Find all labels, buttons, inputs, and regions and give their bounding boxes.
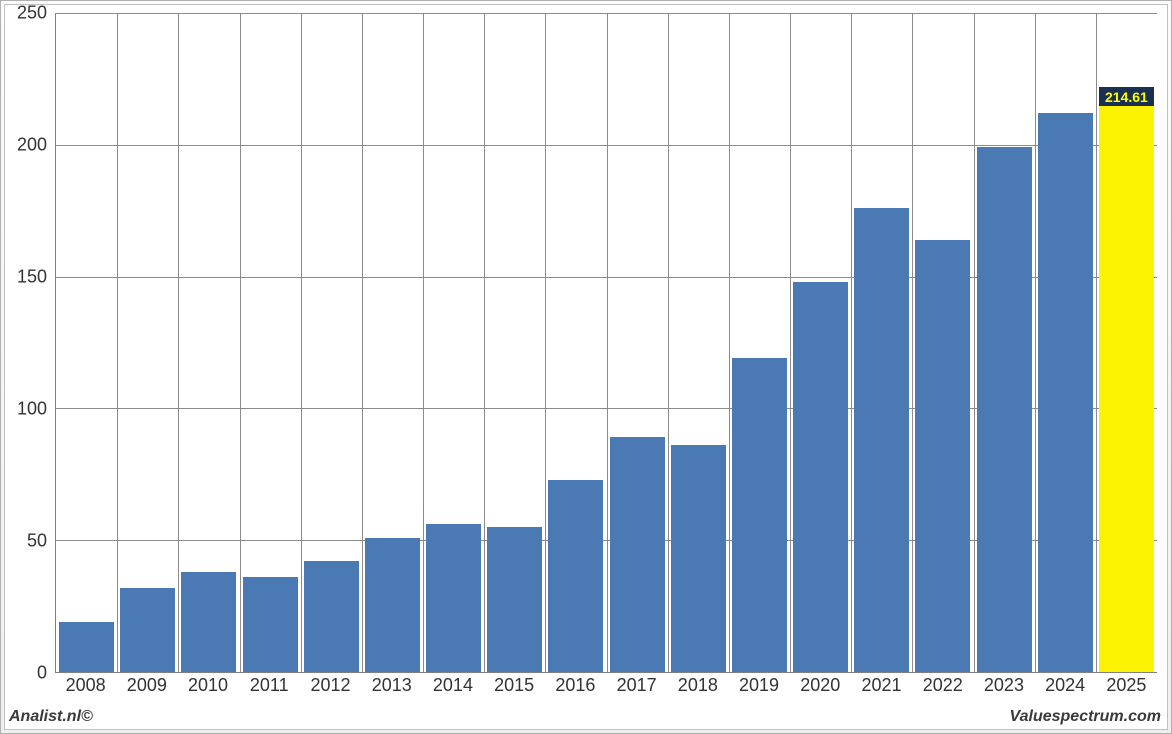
bar-2015 bbox=[487, 527, 542, 672]
bar-2012 bbox=[304, 561, 359, 672]
bar-2025: 214.61 bbox=[1099, 106, 1154, 672]
xtick: 2009 bbox=[127, 675, 167, 696]
xtick: 2017 bbox=[617, 675, 657, 696]
bar-2014 bbox=[426, 524, 481, 672]
xtick: 2020 bbox=[800, 675, 840, 696]
bar-2011 bbox=[243, 577, 298, 672]
bar-2018 bbox=[671, 445, 726, 672]
ytick: 150 bbox=[17, 267, 47, 288]
xtick: 2023 bbox=[984, 675, 1024, 696]
bar-2008 bbox=[59, 622, 114, 672]
bar-2019 bbox=[732, 358, 787, 672]
ytick: 100 bbox=[17, 399, 47, 420]
xtick: 2022 bbox=[923, 675, 963, 696]
bar-2010 bbox=[181, 572, 236, 672]
credit-left: Analist.nl© bbox=[9, 708, 93, 726]
xtick: 2014 bbox=[433, 675, 473, 696]
xtick: 2024 bbox=[1045, 675, 1085, 696]
bar-2013 bbox=[365, 538, 420, 672]
bar-2021 bbox=[854, 208, 909, 672]
x-axis: 2008 2009 2010 2011 2012 2013 2014 2015 2016 2017… bbox=[55, 675, 1157, 701]
bar-2024 bbox=[1038, 113, 1093, 672]
xtick: 2012 bbox=[310, 675, 350, 696]
bar-2017 bbox=[610, 437, 665, 672]
ytick: 50 bbox=[27, 531, 47, 552]
bar-2023 bbox=[977, 147, 1032, 672]
bar-2020 bbox=[793, 282, 848, 672]
ytick: 250 bbox=[17, 3, 47, 24]
xtick: 2008 bbox=[66, 675, 106, 696]
xtick: 2011 bbox=[250, 675, 289, 696]
bar-2016 bbox=[548, 480, 603, 672]
xtick: 2021 bbox=[861, 675, 901, 696]
bar-2022 bbox=[915, 240, 970, 672]
bar-2009 bbox=[120, 588, 175, 672]
ytick: 0 bbox=[37, 663, 47, 684]
plot-area: 214.61 bbox=[55, 13, 1157, 673]
bars-layer: 214.61 bbox=[56, 13, 1157, 672]
xtick: 2015 bbox=[494, 675, 534, 696]
credit-right: Valuespectrum.com bbox=[1010, 708, 1161, 726]
xtick: 2010 bbox=[188, 675, 228, 696]
chart-frame: 050100150200250 214.61 20082009201020112… bbox=[0, 0, 1172, 734]
y-axis: 050100150200250 bbox=[5, 13, 53, 673]
chart-inner: 050100150200250 214.61 20082009201020112… bbox=[4, 4, 1168, 730]
xtick: 2019 bbox=[739, 675, 779, 696]
ytick: 200 bbox=[17, 135, 47, 156]
xtick: 2016 bbox=[555, 675, 595, 696]
xtick: 2013 bbox=[372, 675, 412, 696]
xtick: 2018 bbox=[678, 675, 718, 696]
bar-value-label: 214.61 bbox=[1099, 87, 1154, 106]
xtick: 2025 bbox=[1106, 675, 1146, 696]
